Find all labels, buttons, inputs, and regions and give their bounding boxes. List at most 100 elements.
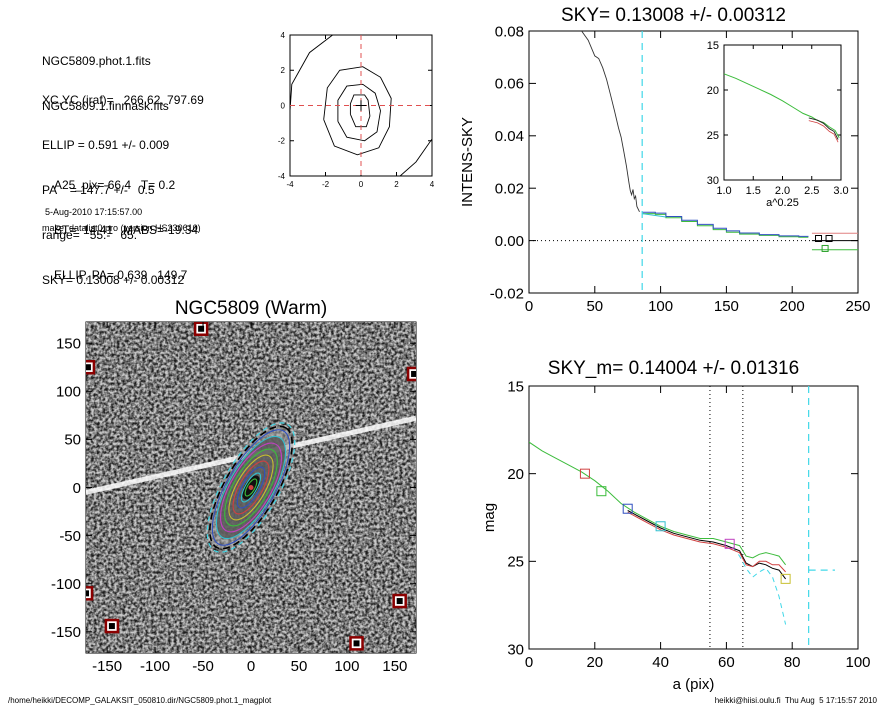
mag-ylabel: mag [481,503,498,532]
x-tick-label: 0 [525,298,533,315]
x-tick-label: 50 [291,658,308,675]
x-tick-label: 100 [648,298,673,315]
y-tick-label: -100 [51,576,81,593]
x-tick-label: -4 [286,180,294,189]
x-tick-label: 60 [718,654,735,671]
galaxy-image [86,322,416,653]
y-tick-label: 30 [507,641,524,658]
inset-curve-dark [808,117,839,140]
sky-frame [528,30,859,294]
footer-user: heikki@hiisi.oulu.fi Thu Aug 5 17:15:57 … [714,696,877,705]
x-tick-label: 20 [586,654,603,671]
x-tick-label: -100 [140,658,170,675]
contour-chart: -4 -2 0 2 4 -4 -2 0 2 4 [278,31,435,189]
inset-curve-green [723,73,840,138]
x-tick-label: -50 [192,658,214,675]
y-tick-label: 15 [507,378,524,395]
info-line: XC,YC (iraf)= 266.62, 797.69 [42,93,204,107]
timestamp: 5-Aug-2010 17:15:57.00 [45,207,143,217]
info-line: range= 55.- 65. [42,228,138,242]
mag-dashed-curve [732,546,787,625]
masked-star-core [396,598,403,605]
x-tick-label: 80 [784,654,801,671]
contour-line [337,83,381,142]
mag-series-red [627,511,786,573]
isophote-ellipse [224,448,278,527]
info-line: A25_pix= 66.4 T= 0.2 [54,178,176,192]
info-line: NGC5809.phot.1.fits [42,54,151,68]
mag-marker [655,521,666,532]
sky-steps-blue [642,211,809,237]
x-tick-label: 1.5 [746,185,761,197]
isophote-ellipse [240,472,262,503]
fit-ellipse-dashed [209,425,293,550]
info-block-a: NGC5809.phot.1.fits NGC5809.1.finmask.fi… [42,24,169,129]
info-block-b: XC,YC (iraf)= 266.62, 797.69 ELLIP = 0.5… [42,63,204,303]
x-tick-label: 200 [780,298,805,315]
contour-line [323,66,392,156]
sky-marker [825,235,833,243]
y-tick-label: 15 [707,40,719,52]
x-tick-label: 100 [845,654,870,671]
sky-steps-cyan [642,213,666,218]
masked-star-core [86,364,91,371]
y-tick-label: 25 [707,130,719,142]
isophote-ellipse [232,460,270,515]
y-tick-label: -4 [278,172,286,181]
inset-chart: 1.0 1.5 2.0 2.5 3.0 15 20 25 30 a^0.25 [707,40,849,209]
y-tick-label: 4 [281,31,286,40]
sky-marker [815,235,823,243]
info-line: SKY= 0.13008 +/- 0.00312 [42,273,185,287]
mag-marker [596,486,607,497]
footer-path: /home/heikki/DECOMP_GALAKSIT_050810.dir/… [8,696,272,705]
y-tick-label: -50 [59,528,81,545]
inset-background [724,45,841,180]
y-tick-label: 0.06 [495,76,524,93]
x-tick-label: 250 [845,298,870,315]
info-line: NGC5809.1.finmask.fits [42,99,169,113]
isophote-ellipse [215,435,287,540]
x-tick-label: 0 [247,658,255,675]
y-tick-label: 50 [64,432,81,449]
sky-chart: 0 50 100 150 200 250 -0.02 0.00 0.02 0.04 0.06 0.08… [459,5,871,315]
sky-steps-green [642,213,809,238]
mag-chart: 0 20 40 60 80 100 15 20 25 30 SKY_m= 0.14004 +/- 0… [481,358,871,693]
y-tick-label: -0.02 [490,285,524,302]
masked-star-core [108,623,115,630]
isophote-group [206,422,296,553]
inset-xlabel: a^0.25 [766,197,799,209]
x-tick-label: 0 [525,654,533,671]
x-tick-label: 2.5 [804,185,819,197]
x-tick-label: -150 [92,658,122,675]
sky-content [529,31,858,293]
contour-line [349,94,371,128]
y-tick-label: 20 [707,85,719,97]
inset-curve-red [808,120,839,143]
x-tick-label: 1.0 [716,185,731,197]
sky-title: SKY= 0.13008 +/- 0.00312 [561,5,786,26]
contour-line [290,35,333,111]
masked-star-core [353,640,360,647]
mag-series-black [627,510,786,580]
isophote-ellipse [228,454,274,521]
y-tick-label: 0.00 [495,233,524,250]
mag-marker [780,573,791,584]
x-tick-label: -2 [322,180,330,189]
y-tick-label: 2 [281,66,286,75]
x-tick-label: 40 [652,654,669,671]
mag-marker [622,503,633,514]
sky-ylabel: INTENS-SKY [459,117,476,207]
x-tick-label: 100 [334,658,359,675]
y-tick-label: 150 [56,335,81,352]
program-version: make_datalist0.pro (version HS230610) [42,223,201,233]
info-line: ELLIP = 0.591 +/- 0.009 [42,138,170,152]
y-tick-label: 0 [73,480,81,497]
mag-series-green [529,441,786,566]
mag-marker [579,468,590,479]
y-tick-label: 0 [281,101,286,110]
galaxy-chart: -150 -100 -50 0 50 100 150 -150 -100 -50 0 50 100 150… [51,298,417,675]
x-tick-label: 0 [359,180,364,189]
contour-lines [290,35,432,176]
sky-marker [821,244,829,252]
